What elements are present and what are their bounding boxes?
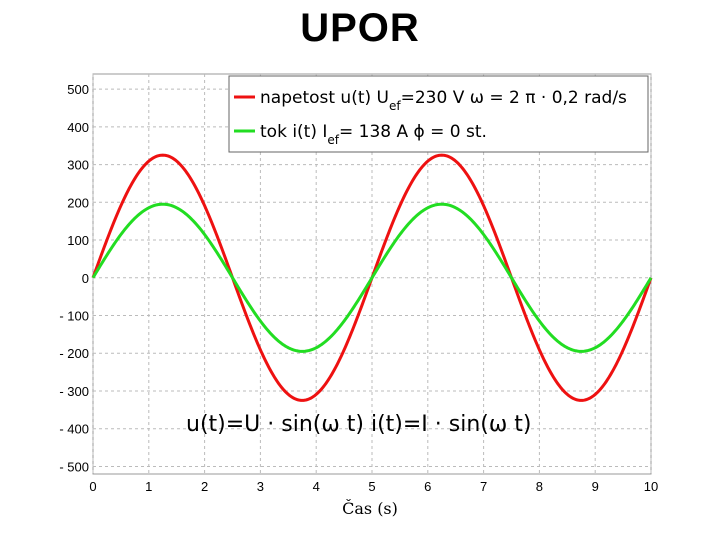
slide-title: UPOR: [300, 6, 420, 50]
x-axis-label: Čas (s): [342, 498, 398, 518]
y-tick-label: 200: [67, 195, 89, 210]
legend-box: [228, 75, 649, 153]
legend-entry-label: napetost u(t) Uef=230 V ω = 2 π · 0,2 ra…: [260, 88, 627, 113]
x-tick-label: 0: [89, 479, 96, 494]
y-tick-label: - 200: [59, 346, 89, 361]
y-tick-label: - 300: [59, 384, 89, 399]
x-tick-label: 5: [368, 479, 375, 494]
y-tick-label: 400: [67, 120, 89, 135]
x-tick-label: 1: [145, 479, 152, 494]
y-axis-ticks: 500 400 300 200 100 0 - 100 - 200 - 300 - 400 - 50…: [59, 82, 89, 474]
series-curves: [91, 153, 653, 402]
y-tick-label: - 500: [59, 459, 89, 474]
x-tick-label: 3: [257, 479, 264, 494]
x-tick-label: 7: [480, 479, 487, 494]
formula-annotation: u(t)=U · sin(ω t) i(t)=I · sin(ω t): [186, 412, 532, 437]
x-tick-label: 6: [424, 479, 431, 494]
legend: napetost u(t) Uef=230 V ω = 2 π · 0,2 ra…: [228, 75, 649, 153]
y-tick-label: 500: [67, 82, 89, 97]
x-tick-label: 10: [644, 479, 658, 494]
x-tick-label: 4: [313, 479, 320, 494]
y-tick-label: - 400: [59, 422, 89, 437]
y-tick-label: 0: [82, 271, 89, 286]
y-tick-label: - 100: [59, 309, 89, 324]
legend-entry-label: tok i(t) Ief= 138 A ϕ = 0 st.: [260, 122, 487, 147]
y-tick-label: 100: [67, 233, 89, 248]
x-axis-ticks: 0 1 2 3 4 5 6 7 8 9 10: [89, 479, 658, 494]
series-line-current: [91, 202, 653, 353]
y-tick-label: 300: [67, 158, 89, 173]
x-tick-label: 8: [536, 479, 543, 494]
x-tick-label: 9: [592, 479, 599, 494]
x-tick-label: 2: [201, 479, 208, 494]
